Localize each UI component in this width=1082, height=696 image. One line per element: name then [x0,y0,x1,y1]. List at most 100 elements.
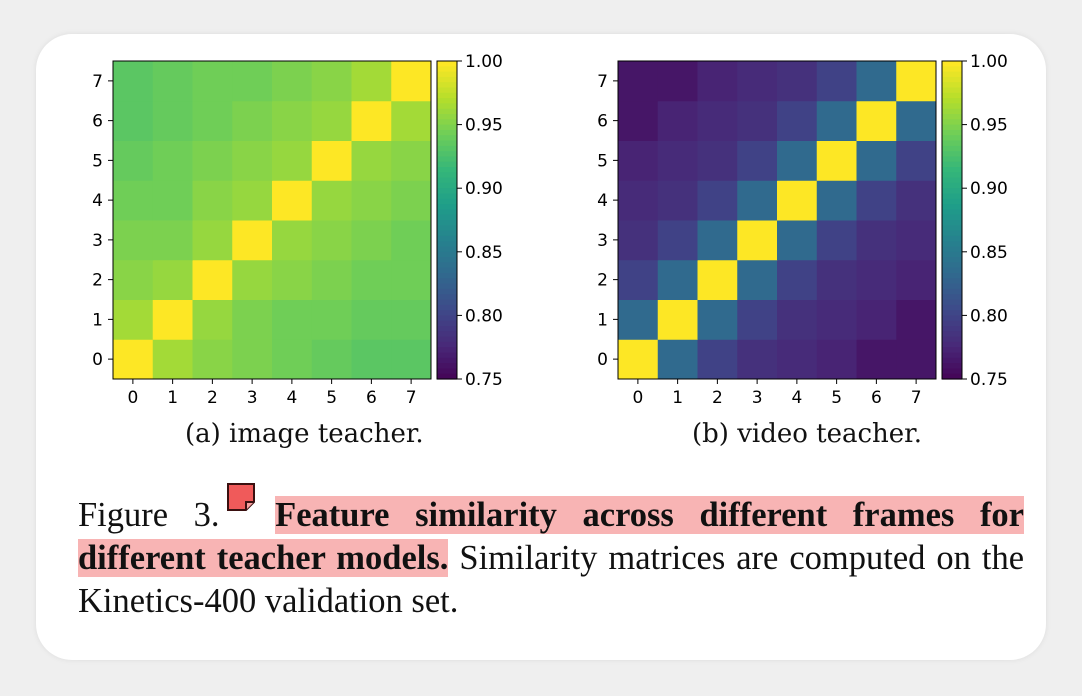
colorbar-segment [437,262,457,269]
colorbar-segment [437,357,457,364]
colorbar-segment [942,114,962,120]
heatmap-cell [351,220,392,261]
heatmap-cell [618,61,659,102]
y-tick-label: 0 [92,350,103,370]
heatmap-cell [311,61,352,102]
colorbar-segment [942,145,962,152]
colorbar-segment [437,352,457,359]
heatmap-cell [351,180,392,221]
heatmap-cell [272,299,313,340]
colorbar-tick-label: 1.00 [970,52,1008,72]
colorbar-segment [942,278,962,285]
heatmap-cell [816,61,857,102]
heatmap-cell [232,259,273,300]
heatmap-cell [311,220,352,261]
colorbar-segment [437,331,457,338]
heatmap-cell [856,100,897,141]
colorbar-segment [942,326,962,332]
colorbar-segment [437,61,457,67]
y-tick-label: 2 [92,271,103,291]
colorbar-segment [942,273,962,279]
heatmap-cell [391,220,432,261]
heatmap-cell [618,339,659,380]
heatmap-cell [777,140,818,181]
heatmap-cell [152,220,193,261]
colorbar-segment [942,66,962,73]
heatmap-cell [737,259,778,300]
heatmap-cell [816,339,857,380]
x-tick-label: 2 [207,388,218,408]
colorbar-segment [437,246,457,253]
colorbar-segment [942,82,962,89]
heatmap-cell [272,259,313,300]
colorbar-frame [941,60,963,380]
colorbar-segment [942,283,962,290]
y-tick-label: 7 [92,72,103,92]
colorbar-segment [437,209,457,216]
colorbar-segment [942,103,962,110]
colorbar-segment [942,304,962,311]
colorbar-segment [437,92,457,99]
colorbar-segment [437,66,457,73]
colorbar-segment [942,108,962,115]
heatmap-cell [311,299,352,340]
colorbar-segment [437,230,457,237]
heatmap-cell [391,140,432,181]
heatmap-cell [232,180,273,221]
y-tick-label: 0 [597,350,608,370]
colorbar-segment [942,129,962,136]
colorbar-segment [437,326,457,332]
heatmap-cell [816,299,857,340]
colorbar-segment [437,299,457,306]
heatmap-cell [192,61,233,102]
heatmap-cell [272,339,313,380]
heatmap-cell [697,140,738,181]
heatmap-cell [657,61,698,102]
colorbar-segment [942,246,962,253]
heatmap-cell [697,299,738,340]
colorbar-segment [942,352,962,359]
colorbar-segment [942,341,962,348]
colorbar-segment [437,167,457,173]
y-tick-label: 5 [92,151,103,171]
colorbar-segment [437,288,457,295]
heatmap-cell [232,140,273,181]
x-tick-label: 7 [406,388,417,408]
figure-label: Figure 3. [78,496,220,534]
heatmap-cell [657,100,698,141]
colorbar-segment [942,331,962,338]
heatmap-frame [617,60,937,380]
heatmap-cell [152,61,193,102]
colorbar-segment [437,341,457,348]
heatmap-cell [113,100,154,141]
heatmap-cell [391,299,432,340]
colorbar-tick-label: 0.80 [970,306,1008,326]
colorbar-segment [942,368,962,375]
colorbar-segment [437,140,457,147]
heatmap-cell [192,259,233,300]
heatmap-cell [657,180,698,221]
heatmap-cell [272,140,313,181]
y-tick-label: 3 [597,231,608,251]
colorbar-segment [942,76,962,83]
heatmap-cell [856,259,897,300]
heatmap-cell [351,339,392,380]
x-tick-label: 6 [871,388,882,408]
colorbar-segment [437,320,457,327]
colorbar-tick-label: 0.85 [970,243,1008,263]
colorbar-segment [437,267,457,274]
comment-note-icon[interactable] [226,482,256,512]
y-tick-label: 5 [597,151,608,171]
colorbar-segment [437,156,457,163]
colorbar-segment [942,198,962,205]
heatmap-cell [896,100,937,141]
colorbar-segment [942,299,962,306]
heatmap-cell [391,259,432,300]
heatmap-cell [192,100,233,141]
colorbar-segment [437,119,457,126]
colorbar-segment [437,251,457,258]
heatmap-cell [232,299,273,340]
heatmap-cell [737,180,778,221]
colorbar-segment [942,135,962,142]
